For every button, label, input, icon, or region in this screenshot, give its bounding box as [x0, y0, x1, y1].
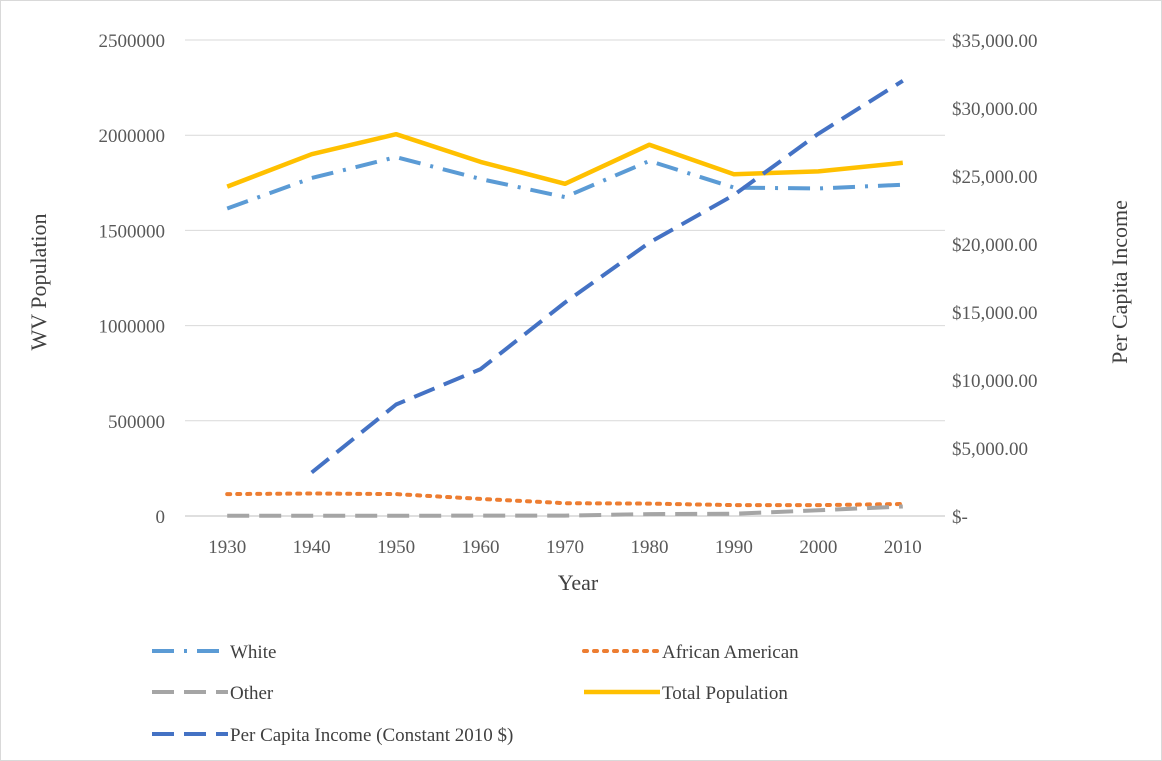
x-tick-label: 1960 — [462, 537, 500, 558]
series-line-total-population — [226, 131, 904, 189]
y2-tick-label: $15,000.00 — [952, 303, 1038, 324]
series-lines — [225, 79, 905, 518]
x-axis-ticks: 1930 1940 1950 1960 1970 1980 1990 2000 2010 — [208, 537, 922, 558]
legend-label: White — [230, 642, 276, 663]
x-tick-label: 2000 — [799, 537, 837, 558]
y2-tick-label: $- — [952, 507, 968, 528]
x-tick-label: 1950 — [377, 537, 415, 558]
x-tick-label: 1970 — [546, 537, 584, 558]
series-line-per-capita-income-constant-2010 — [310, 79, 904, 475]
series-line-white — [226, 155, 903, 211]
y-tick-label: 1000000 — [99, 317, 166, 338]
x-axis-title: Year — [558, 570, 599, 595]
x-tick-label: 1930 — [208, 537, 246, 558]
right-axis-ticks: $- $5,000.00 $10,000.00 $15,000.00 $20,000.0… — [952, 31, 1038, 528]
y-tick-label: 1500000 — [99, 221, 166, 242]
x-tick-label: 2010 — [884, 537, 922, 558]
legend-label: Per Capita Income (Constant 2010 $) — [230, 725, 513, 746]
y2-tick-label: $25,000.00 — [952, 167, 1038, 188]
y2-tick-label: $5,000.00 — [952, 439, 1028, 460]
series-line-other — [227, 504, 903, 518]
x-tick-label: 1990 — [715, 537, 753, 558]
legend-label: African American — [662, 642, 799, 663]
y2-tick-label: $30,000.00 — [952, 99, 1038, 120]
left-axis-ticks: 0 500000 1000000 1500000 2000000 2500000 — [99, 31, 166, 528]
y2-tick-label: $20,000.00 — [952, 235, 1038, 256]
series-line-african-american — [225, 491, 905, 508]
y-tick-label: 2500000 — [99, 31, 166, 52]
y-tick-label: 0 — [156, 507, 166, 528]
y-tick-label: 2000000 — [99, 126, 166, 147]
x-tick-label: 1940 — [293, 537, 331, 558]
legend: White African American Other Total Populati… — [152, 642, 799, 746]
y-axis-title: WV Population — [26, 213, 51, 350]
legend-label: Total Population — [662, 683, 788, 704]
y2-tick-label: $10,000.00 — [952, 371, 1038, 392]
legend-label: Other — [230, 683, 274, 704]
y-tick-label: 500000 — [108, 412, 165, 433]
x-tick-label: 1980 — [630, 537, 668, 558]
y2-tick-label: $35,000.00 — [952, 31, 1038, 52]
y2-axis-title: Per Capita Income — [1107, 200, 1132, 364]
